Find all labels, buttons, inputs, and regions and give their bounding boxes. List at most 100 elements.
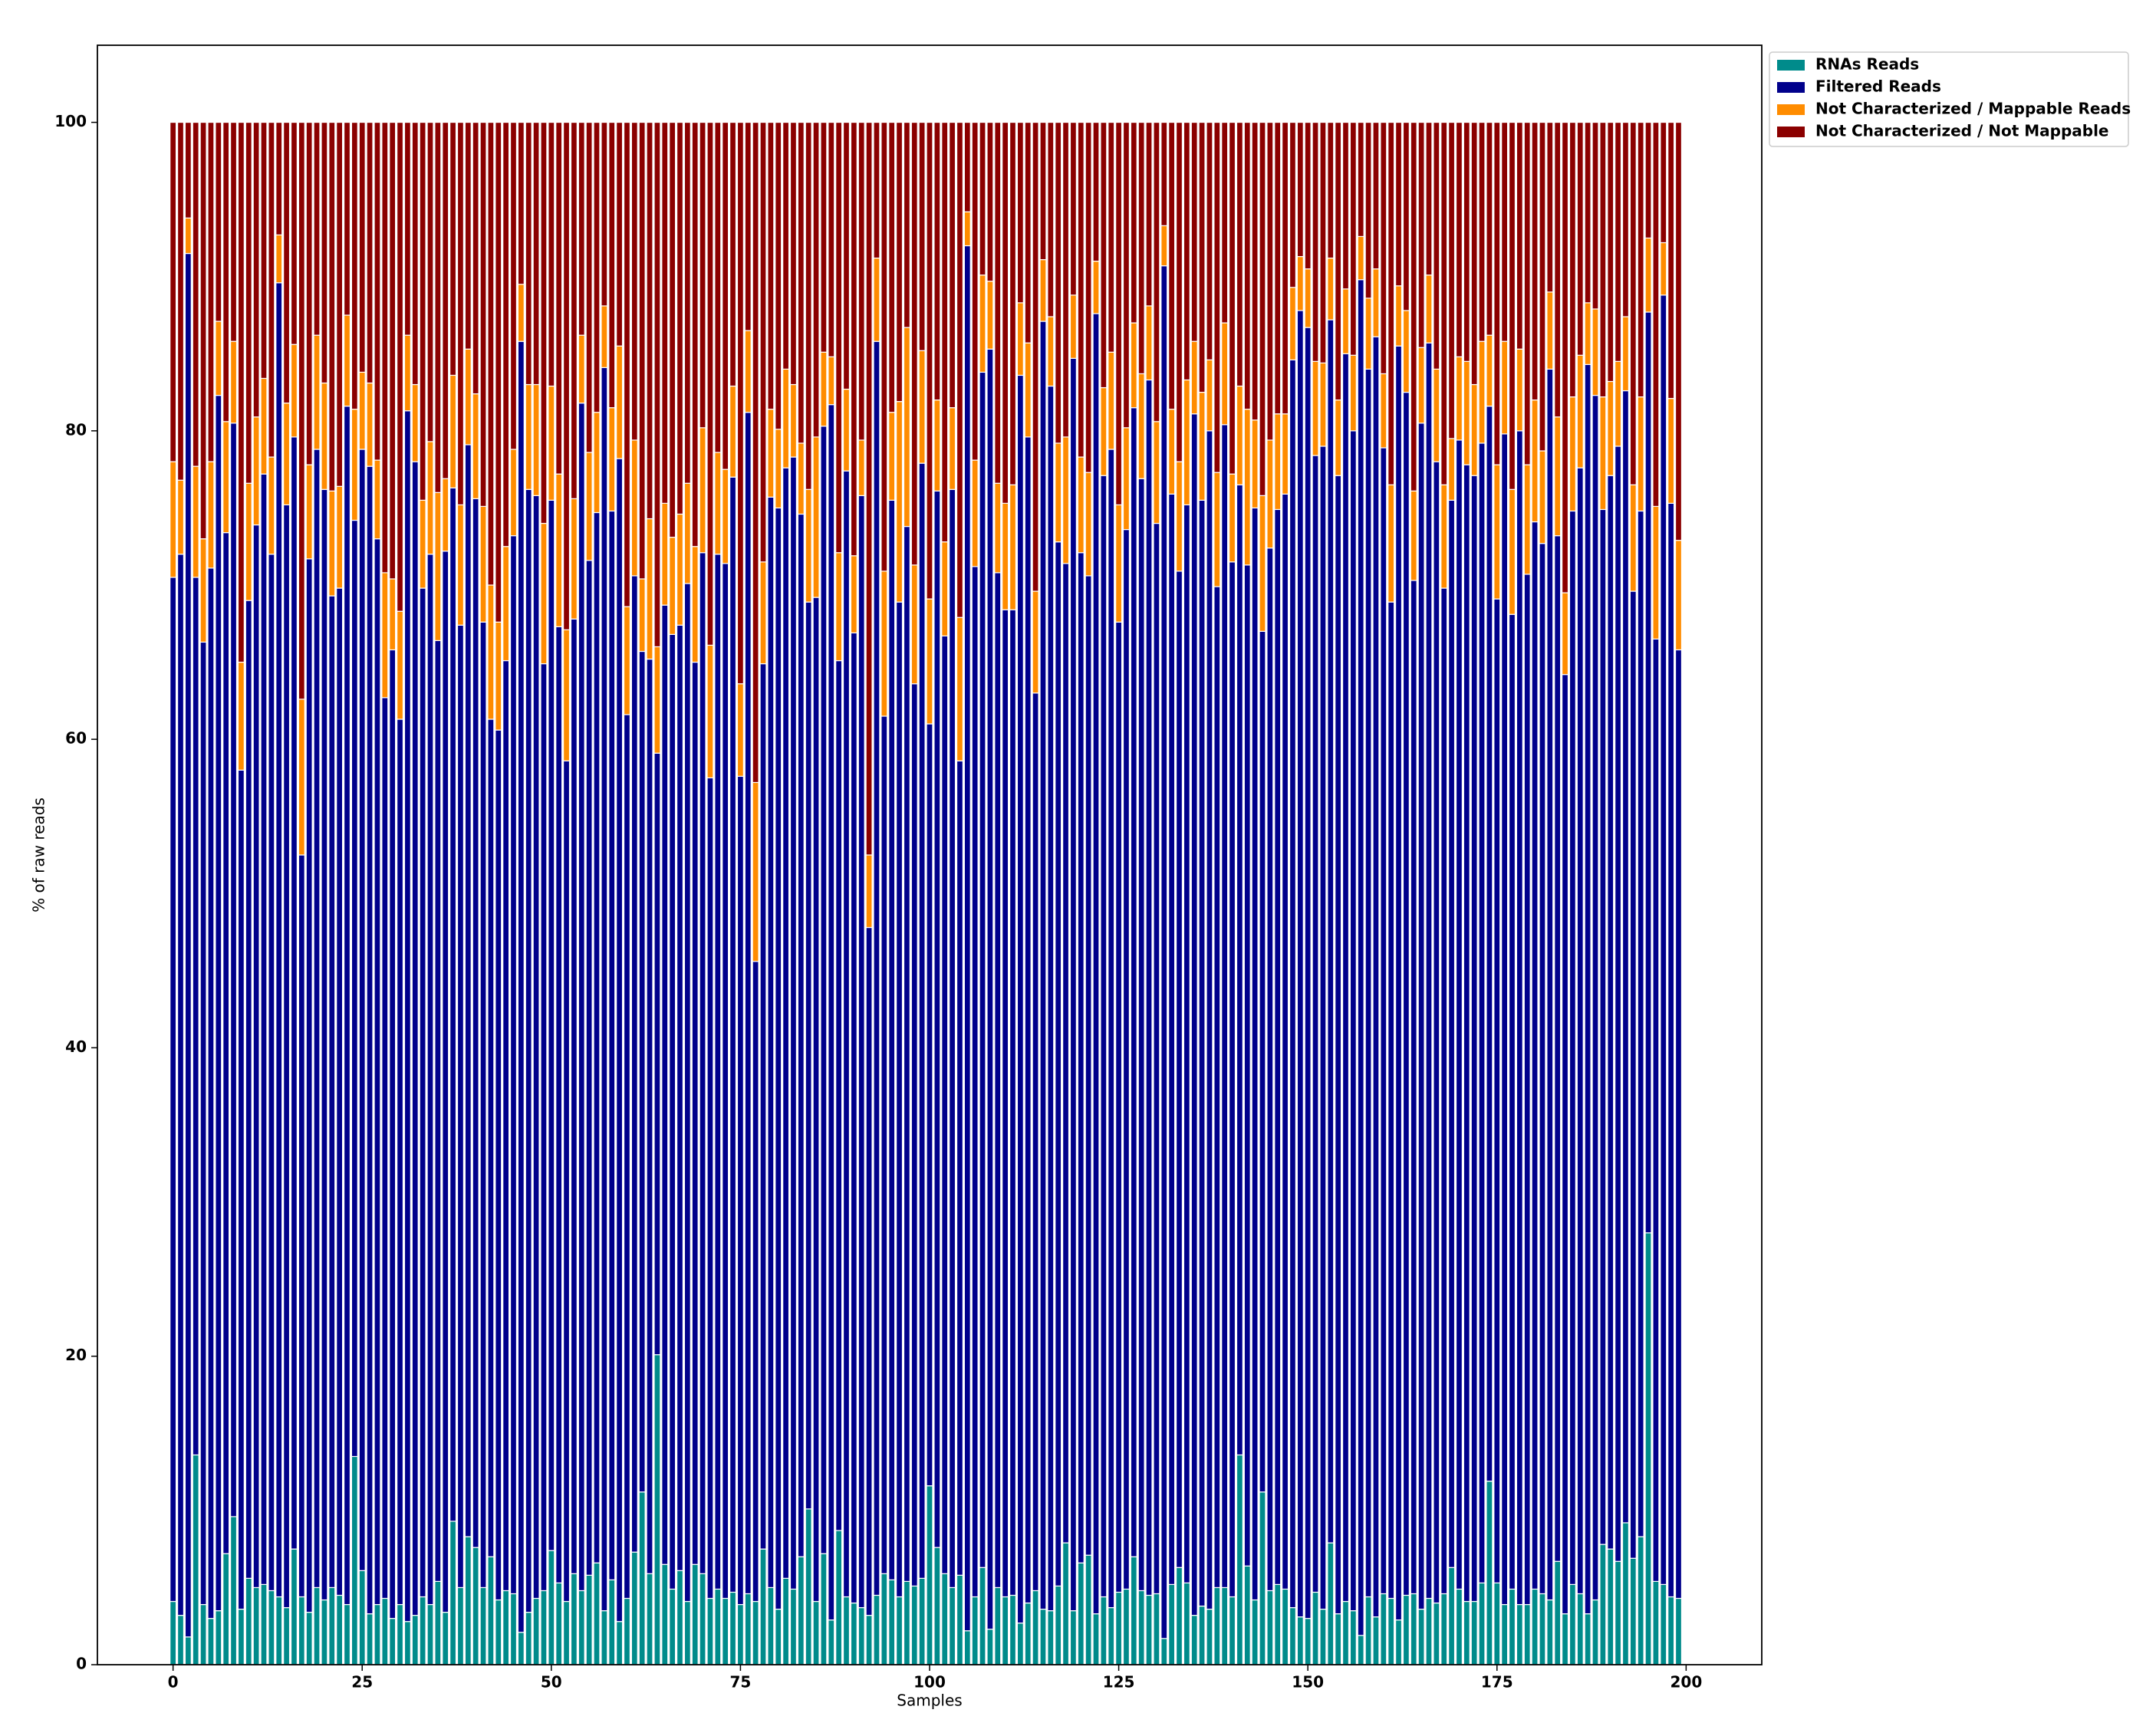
bar-segment: [1402, 391, 1410, 1596]
bar-segment: [1599, 1544, 1607, 1665]
bar-segment: [933, 1547, 941, 1665]
bar-segment: [888, 412, 896, 501]
bar-segment: [1077, 1562, 1085, 1665]
bar-segment: [1319, 1608, 1327, 1665]
bar-segment: [1183, 1582, 1190, 1665]
bar-segment: [1335, 399, 1342, 476]
bar-segment: [729, 385, 737, 478]
bar-segment: [1039, 121, 1047, 261]
bar-segment: [419, 1596, 426, 1665]
bar-segment: [570, 498, 578, 620]
bar-segment: [1327, 1542, 1335, 1665]
bar-segment: [775, 121, 782, 430]
bar-segment: [1243, 121, 1251, 410]
bar-segment: [608, 1579, 616, 1665]
bar-segment: [1002, 121, 1009, 504]
bar-segment: [873, 340, 881, 1596]
bar-segment: [237, 769, 245, 1610]
bar-segment: [1652, 121, 1660, 508]
bar-segment: [1312, 455, 1319, 1593]
bar-segment: [1069, 357, 1077, 1612]
bar-segment: [1561, 592, 1569, 676]
bar-segment: [1349, 354, 1357, 432]
bar-segment: [396, 610, 404, 720]
bar-segment: [949, 1586, 956, 1665]
bar-segment: [1652, 505, 1660, 639]
bar-segment: [1576, 121, 1584, 356]
bar-segment: [1175, 570, 1183, 1568]
bar-segment: [192, 121, 199, 467]
bar-segment: [828, 404, 835, 1621]
bar-segment: [1523, 121, 1531, 465]
bar-segment: [578, 334, 585, 404]
bar-segment: [1153, 121, 1160, 422]
bar-segment: [472, 1547, 479, 1665]
bar-segment: [525, 121, 532, 386]
bar-segment: [1660, 294, 1667, 1586]
bar-segment: [623, 1597, 631, 1665]
bar-segment: [585, 121, 593, 453]
bar-segment: [1289, 121, 1296, 288]
bar-segment: [464, 1536, 472, 1665]
bar-segment: [616, 345, 624, 459]
bar-segment: [321, 1599, 328, 1665]
bar-segment: [797, 513, 805, 1557]
bar-segment: [1568, 510, 1576, 1586]
bar-segment: [570, 618, 578, 1574]
bar-segment: [691, 546, 699, 663]
bar-segment: [933, 490, 941, 1548]
bar-segment: [298, 854, 305, 1598]
bar-segment: [343, 406, 351, 1606]
bar-segment: [638, 121, 646, 580]
bar-segment: [1002, 502, 1009, 610]
bar-segment: [358, 371, 366, 450]
bar-segment: [593, 121, 601, 413]
bar-segment: [1130, 322, 1137, 409]
x-tick-label: 50: [541, 1673, 562, 1692]
bar-segment: [434, 121, 442, 493]
bar-segment: [374, 121, 381, 461]
bar-segment: [1085, 472, 1092, 577]
bar-segment: [1516, 430, 1523, 1606]
bar-segment: [1243, 564, 1251, 1567]
bar-segment: [1667, 1596, 1675, 1665]
bar-segment: [1621, 316, 1629, 392]
bar-segment: [207, 1618, 215, 1665]
bar-segment: [1335, 121, 1342, 401]
bar-segment: [1584, 363, 1591, 1615]
bar-segment: [971, 121, 979, 461]
bar-segment: [1349, 430, 1357, 1612]
bar-segment: [305, 121, 313, 465]
bar-segment: [994, 121, 1002, 484]
bar-segment: [623, 714, 631, 1600]
bar-segment: [245, 1577, 252, 1665]
bar-segment: [1282, 413, 1289, 495]
bar-segment: [502, 659, 510, 1592]
bar-segment: [555, 473, 563, 627]
bar-segment: [1319, 121, 1327, 363]
bar-segment: [714, 121, 722, 453]
bar-segment: [283, 504, 291, 1609]
bar-segment: [1615, 360, 1622, 447]
bar-segment: [623, 121, 631, 607]
bar-segment: [706, 1597, 714, 1665]
bar-segment: [1221, 121, 1229, 324]
bar-segment: [722, 121, 729, 470]
bar-segment: [381, 697, 389, 1600]
bar-segment: [812, 121, 820, 438]
bar-segment: [1667, 398, 1675, 504]
bar-segment: [775, 507, 782, 1610]
bar-segment: [1122, 1588, 1130, 1665]
bar-segment: [366, 465, 374, 1615]
bar-segment: [1599, 121, 1607, 398]
bar-segment: [1629, 590, 1637, 1559]
bar-segment: [669, 633, 676, 1590]
bar-segment: [199, 641, 207, 1606]
bar-segment: [1470, 1600, 1478, 1665]
bar-segment: [623, 606, 631, 715]
bar-segment: [411, 461, 419, 1616]
bar-segment: [456, 1586, 465, 1665]
bar-segment: [1644, 311, 1652, 1234]
bar-segment: [1667, 502, 1675, 1598]
x-tick-label: 100: [913, 1673, 946, 1692]
